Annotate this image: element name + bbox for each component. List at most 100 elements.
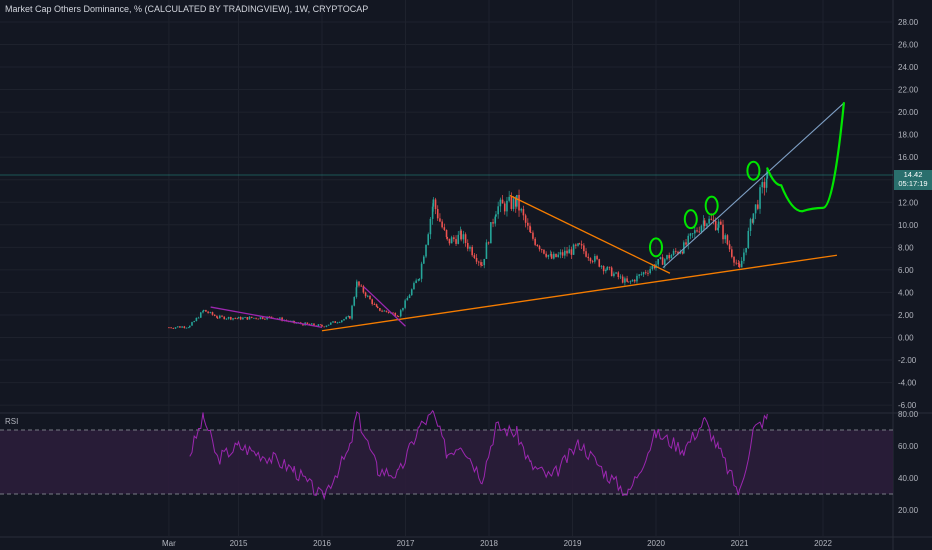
x-tick-label: 2016 — [313, 539, 331, 548]
candle-body — [250, 316, 253, 318]
candle-body — [752, 213, 755, 223]
candle-body — [213, 314, 216, 316]
candle-body — [469, 246, 471, 249]
candle-body — [516, 194, 518, 207]
candle-body — [761, 182, 764, 188]
candle-body — [183, 326, 186, 329]
candle-body — [492, 222, 494, 224]
candle-body — [598, 259, 601, 267]
candle-body — [506, 200, 508, 212]
candle-body — [520, 209, 523, 211]
candle-body — [246, 317, 249, 320]
candle-body — [700, 225, 703, 232]
green-highlight-circle — [704, 195, 719, 216]
x-tick-label: 2020 — [647, 539, 665, 548]
candle-body — [202, 309, 205, 311]
candle-body — [580, 244, 583, 246]
candle-body — [343, 319, 345, 321]
candle-body — [510, 196, 513, 209]
candle-body — [670, 255, 673, 259]
y-tick-label: 10.00 — [898, 221, 919, 230]
candle-body — [418, 278, 421, 280]
candle-body — [483, 258, 486, 266]
candle-body — [443, 227, 446, 230]
candle-body — [385, 310, 388, 312]
x-tick-label: 2015 — [230, 539, 248, 548]
candle-body — [559, 252, 562, 255]
candle-body — [561, 252, 564, 256]
candle-body — [589, 258, 592, 262]
candle-body — [543, 249, 545, 254]
y-tick-label: 8.00 — [898, 243, 914, 252]
y-tick-label: 0.00 — [898, 334, 914, 343]
candle-body — [606, 266, 609, 270]
candle-body — [381, 310, 383, 312]
candle-body — [462, 234, 465, 240]
candle-body — [302, 323, 304, 326]
candle-body — [514, 198, 517, 207]
candle-body — [657, 259, 659, 265]
candle-body — [327, 324, 330, 326]
candle-body — [349, 316, 351, 319]
candle-body — [317, 324, 320, 327]
candle-body — [728, 244, 731, 250]
candle-body — [624, 278, 626, 283]
candle-body — [259, 317, 262, 319]
candle-body — [179, 326, 181, 328]
candle-body — [691, 233, 694, 235]
candle-body — [602, 266, 605, 272]
candle-body — [596, 256, 598, 260]
candle-body — [629, 281, 632, 283]
y-tick-label: 28.00 — [898, 18, 919, 27]
candle-body — [410, 289, 413, 296]
candle-body — [310, 323, 313, 325]
candle-body — [545, 253, 547, 257]
candle-body — [497, 206, 499, 215]
candle-body — [540, 249, 543, 251]
candle-body — [261, 317, 264, 319]
candle-body — [661, 257, 664, 265]
y-tick-label: 20.00 — [898, 108, 919, 117]
candle-body — [413, 283, 415, 290]
candle-body — [423, 256, 425, 264]
rsi-band — [0, 430, 893, 494]
candle-body — [193, 321, 195, 323]
y-tick-label: 24.00 — [898, 63, 919, 72]
candle-body — [553, 253, 555, 259]
candle-body — [336, 322, 339, 324]
bar-countdown: 05:17:19 — [898, 179, 928, 188]
green-highlight-circle — [649, 237, 663, 258]
candle-body — [319, 324, 322, 326]
candle-body — [570, 249, 573, 255]
candle-body — [621, 276, 624, 283]
candle-body — [415, 280, 417, 284]
candle-body — [687, 235, 690, 245]
candle-body — [653, 265, 656, 269]
candle-body — [234, 318, 237, 320]
candle-body — [722, 224, 724, 240]
purple-short-trendline — [363, 286, 406, 327]
candle-body — [202, 310, 204, 313]
candle-body — [375, 304, 378, 307]
y-tick-label: 12.00 — [898, 198, 919, 207]
candle-body — [242, 317, 244, 320]
x-tick-label: 2019 — [564, 539, 582, 548]
candle-body — [594, 256, 596, 262]
candle-body — [313, 323, 315, 326]
candle-body — [427, 234, 430, 245]
candles-group — [168, 168, 769, 329]
candle-body — [717, 221, 720, 228]
candle-body — [255, 317, 257, 319]
candle-body — [453, 237, 455, 240]
candle-body — [383, 310, 386, 312]
candle-body — [605, 269, 607, 272]
candle-body — [578, 243, 581, 245]
green-highlight-circle — [746, 160, 761, 181]
candle-body — [176, 326, 179, 328]
candle-body — [689, 233, 692, 236]
y-tick-label: -4.00 — [898, 379, 917, 388]
candle-body — [379, 308, 381, 311]
candle-body — [230, 317, 232, 320]
candle-body — [577, 243, 579, 246]
